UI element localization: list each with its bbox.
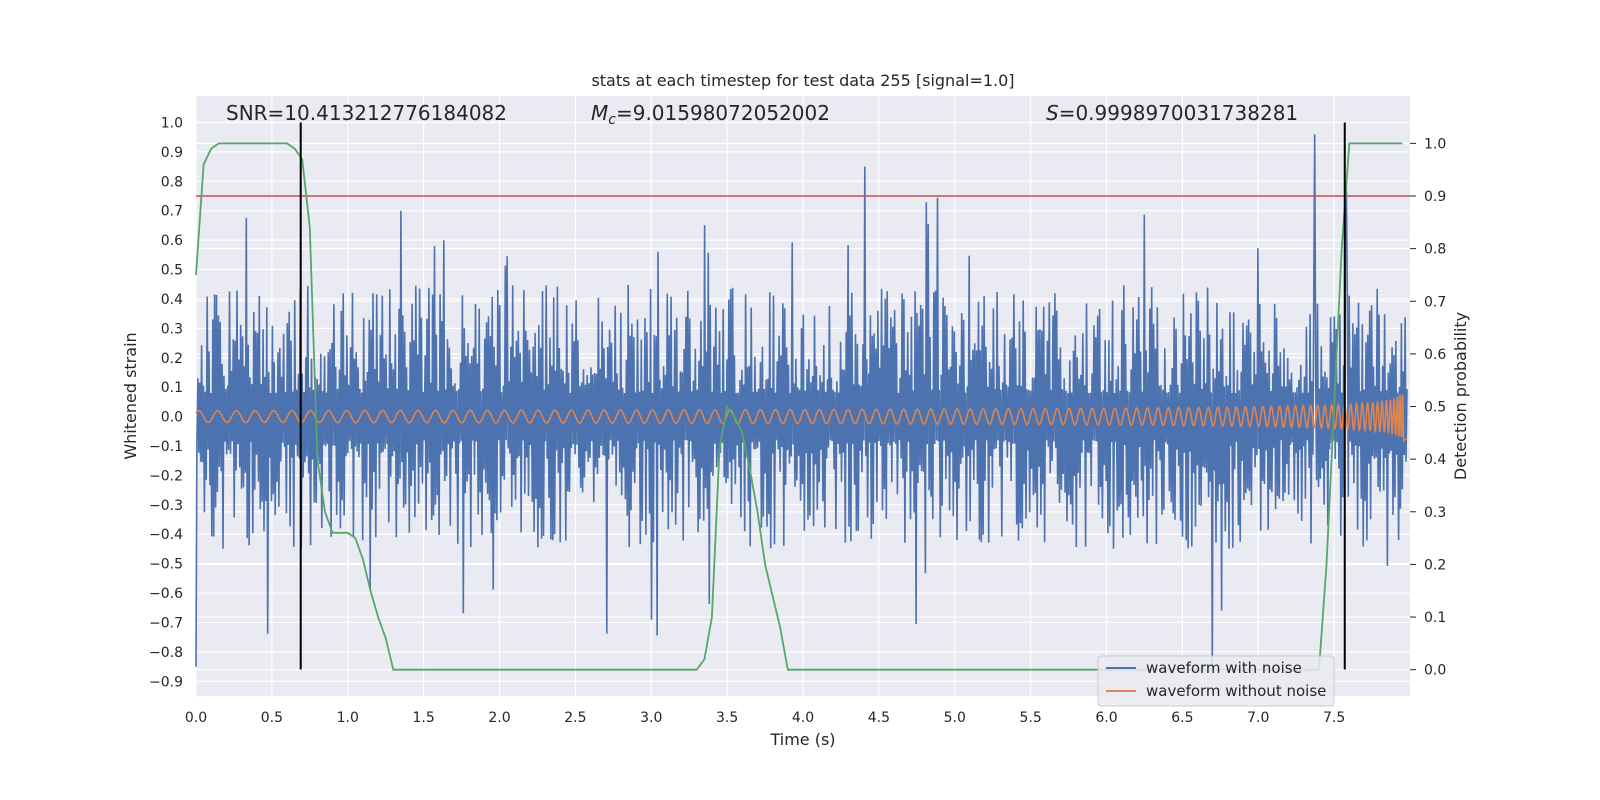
y-tick-label: −0.7 xyxy=(149,615,183,631)
stat-annotation: S=0.9998970031738281 xyxy=(1046,101,1298,125)
y2-tick-label: 0.4 xyxy=(1424,452,1446,468)
x-tick-label: 7.0 xyxy=(1247,710,1269,726)
x-tick-label: 1.5 xyxy=(412,710,434,726)
y-tick-label: 0.6 xyxy=(161,233,183,249)
y2-tick-label: 1.0 xyxy=(1424,136,1446,152)
y-axis-label: Whitened strain xyxy=(121,332,140,459)
y2-tick-label: 0.5 xyxy=(1424,400,1446,416)
y-tick-label: 0.8 xyxy=(161,174,183,190)
x-tick-label: 5.5 xyxy=(1019,710,1041,726)
y2-tick-label: 0.8 xyxy=(1424,242,1446,258)
y-tick-label: −0.5 xyxy=(149,557,183,573)
legend-box xyxy=(1097,655,1335,707)
y-tick-label: 0.7 xyxy=(161,204,183,220)
y-tick-label: −0.1 xyxy=(149,439,183,455)
clean-waveform-line xyxy=(195,394,1407,443)
y-tick-label: 0.1 xyxy=(161,380,183,396)
y2-tick-label: 0.1 xyxy=(1424,610,1446,626)
snr-annotation: SNR=10.413212776184082 xyxy=(226,101,507,125)
y-tick-label: −0.9 xyxy=(149,674,183,690)
x-tick-label: 0.5 xyxy=(261,710,283,726)
stat-symbol: S xyxy=(1046,101,1059,125)
y2-tick-label: 0.6 xyxy=(1424,347,1446,363)
x-tick-label: 2.5 xyxy=(564,710,586,726)
detection-markers xyxy=(299,122,1346,670)
y-tick-label: −0.2 xyxy=(149,468,183,484)
y-tick-label: 0.4 xyxy=(161,292,183,308)
y2-tick-label: 0.2 xyxy=(1424,557,1446,573)
chirp-mass-symbol: M xyxy=(591,101,608,125)
x-tick-label: 7.5 xyxy=(1323,710,1345,726)
noise-waveform-line xyxy=(195,134,1408,667)
series-waveform-with-noise xyxy=(195,134,1408,667)
series-waveform-without-noise xyxy=(195,394,1407,443)
y-tick-label: −0.8 xyxy=(149,645,183,661)
legend-label-noise: waveform with noise xyxy=(1146,659,1302,677)
x-axis-ticks: 0.0 0.5 1.0 1.5 2.0 2.5 3.0 3.5 4.0 4.5 5.0 5.5 6.0 6… xyxy=(185,710,1345,726)
y-tick-label: 1.0 xyxy=(161,115,183,131)
y2-tick-label: 0.9 xyxy=(1424,189,1446,205)
y-axis-ticks: 1.0 0.9 0.8 0.7 0.6 0.5 0.4 0.3 0.2 0.1 0.0 −0.1 −0.… xyxy=(149,115,183,690)
chirp-mass-value: =9.01598072052002 xyxy=(616,101,830,125)
x-tick-label: 4.0 xyxy=(792,710,814,726)
legend-label-clean: waveform without noise xyxy=(1146,682,1326,700)
y2-tick-label: 0.3 xyxy=(1424,505,1446,521)
x-tick-label: 0.0 xyxy=(185,710,207,726)
y-tick-label: 0.3 xyxy=(161,321,183,337)
x-tick-label: 6.5 xyxy=(1171,710,1193,726)
x-tick-label: 3.0 xyxy=(640,710,662,726)
y-tick-label: 0.9 xyxy=(161,145,183,161)
x-tick-label: 5.0 xyxy=(944,710,966,726)
chirp-mass-subscript: c xyxy=(608,112,616,128)
y2-axis-ticks: 1.0 0.9 0.8 0.7 0.6 0.5 0.4 0.3 0.2 0.1 0.0 xyxy=(1410,136,1446,679)
y-tick-label: 0.0 xyxy=(161,410,183,426)
stat-value: =0.9998970031738281 xyxy=(1059,101,1298,125)
y2-axis-label: Detection probability xyxy=(1451,312,1470,480)
y2-tick-label: 0.0 xyxy=(1424,663,1446,679)
y-tick-label: 0.5 xyxy=(161,263,183,279)
x-tick-label: 6.0 xyxy=(1095,710,1117,726)
y2-tick-label: 0.7 xyxy=(1424,294,1446,310)
x-tick-label: 1.0 xyxy=(337,710,359,726)
y-tick-label: −0.3 xyxy=(149,498,183,514)
y-tick-label: −0.6 xyxy=(149,586,183,602)
chirp-mass-annotation: Mc=9.01598072052002 xyxy=(591,101,830,128)
chart-title: stats at each timestep for test data 255… xyxy=(591,71,1014,90)
legend: waveform with noise waveform without noi… xyxy=(1097,655,1335,707)
x-tick-label: 2.0 xyxy=(488,710,510,726)
x-tick-label: 3.5 xyxy=(716,710,738,726)
x-tick-label: 4.5 xyxy=(868,710,890,726)
y-tick-label: −0.4 xyxy=(149,527,183,543)
y-tick-label: 0.2 xyxy=(161,351,183,367)
x-axis-label: Time (s) xyxy=(769,730,835,749)
